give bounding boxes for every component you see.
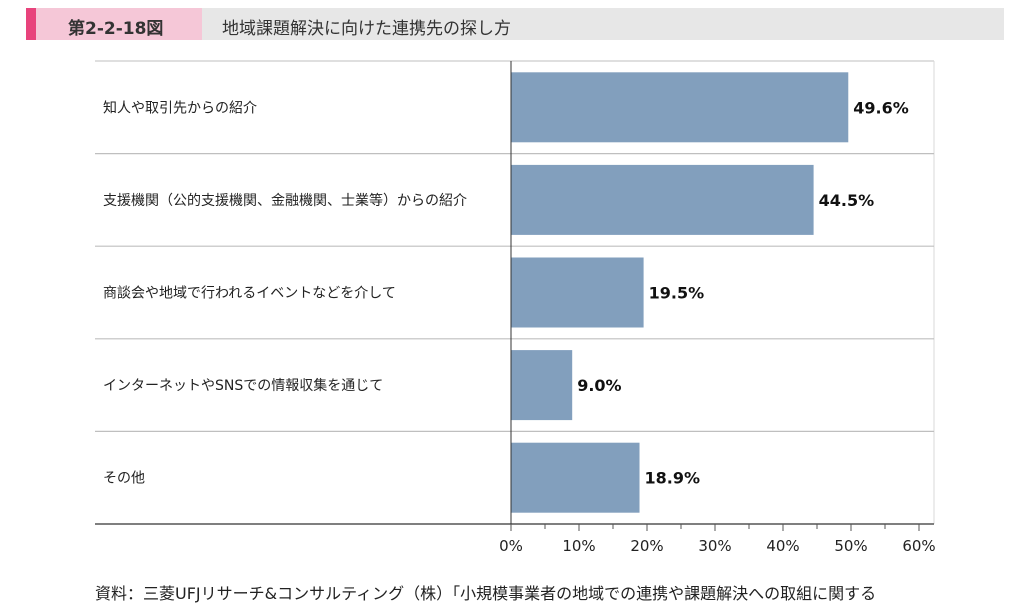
value-label: 18.9% bbox=[645, 469, 701, 488]
bar bbox=[511, 164, 814, 235]
bar bbox=[511, 72, 849, 143]
value-label: 19.5% bbox=[649, 284, 705, 303]
value-label: 44.5% bbox=[819, 191, 875, 210]
bar-chart: 知人や取引先からの紹介 49.6% 支援機関（公的支援機関、金融機関、士業等）からの… bbox=[95, 60, 936, 555]
x-tick-label: 40% bbox=[766, 537, 799, 555]
category-label: 商談会や地域で行われるイベントなどを介して bbox=[103, 286, 396, 302]
x-tick-label: 30% bbox=[698, 537, 731, 555]
category-label: 知人や取引先からの紹介 bbox=[103, 99, 257, 116]
x-tick-label: 50% bbox=[834, 537, 867, 555]
x-tick-label: 10% bbox=[562, 537, 595, 555]
x-tick-label: 60% bbox=[902, 537, 935, 555]
figure-number: 第2-2-18図 bbox=[68, 19, 164, 39]
category-label: 支援機関（公的支援機関、金融機関、士業等）からの紹介 bbox=[103, 192, 467, 209]
category-label: インターネットやSNSでの情報収集を通じて bbox=[103, 377, 383, 394]
figure-title: 地域課題解決に向けた連携先の探し方 bbox=[222, 19, 511, 39]
bar bbox=[511, 442, 640, 513]
header-accent bbox=[26, 8, 36, 40]
value-label: 9.0% bbox=[577, 376, 621, 395]
bar bbox=[511, 257, 644, 328]
bar bbox=[511, 350, 573, 421]
value-label: 49.6% bbox=[853, 98, 909, 117]
figure-number-box bbox=[36, 8, 202, 40]
x-tick-label: 0% bbox=[499, 537, 523, 555]
source-note: 資料：三菱UFJリサーチ&コンサルティング（株）「小規模事業者の地域での連携や課… bbox=[95, 584, 877, 603]
x-tick-label: 20% bbox=[630, 537, 663, 555]
category-label: その他 bbox=[103, 471, 145, 487]
